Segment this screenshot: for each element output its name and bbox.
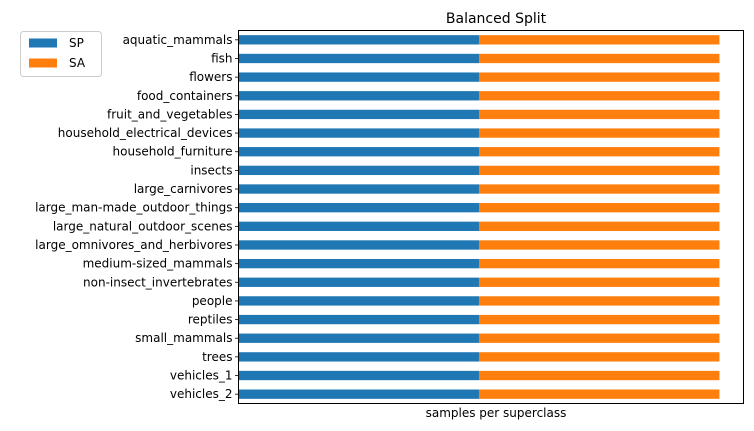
bar-segment-sa-fish xyxy=(478,53,720,64)
y-tick-label: reptiles xyxy=(188,313,233,327)
bar-segment-sp-household_electrical_devices xyxy=(238,128,479,138)
bar-segment-sa-medium-sized_mammals xyxy=(478,258,720,269)
chart-title: Balanced Split xyxy=(446,11,547,27)
y-tick-label: large_man-made_outdoor_things xyxy=(35,201,232,215)
plot-frame xyxy=(238,30,744,404)
y-tick-label: non-insect_invertebrates xyxy=(83,275,232,289)
y-tick-label: large_omnivores_and_herbivores xyxy=(35,238,232,252)
bar-segment-sp-large_man-made_outdoor_things xyxy=(238,203,479,213)
bar-segment-sa-large_carnivores xyxy=(478,184,720,194)
y-tick-label: household_furniture xyxy=(113,145,233,159)
bar-segment-sp-reptiles xyxy=(238,314,479,325)
bar-segment-sa-vehicles_2 xyxy=(478,389,720,399)
bar-segment-sa-insects xyxy=(478,165,720,176)
bar-segment-sa-small_mammals xyxy=(478,333,720,343)
bar-segment-sp-large_natural_outdoor_scenes xyxy=(238,221,479,231)
bar-segment-sp-fruit_and_vegetables xyxy=(238,109,479,120)
y-tick-label: small_mammals xyxy=(135,331,232,345)
bar-segment-sa-food_containers xyxy=(478,91,720,101)
y-tick-label: large_natural_outdoor_scenes xyxy=(53,219,233,233)
y-tick-label: food_containers xyxy=(137,89,233,103)
bar-segment-sp-medium-sized_mammals xyxy=(238,258,479,269)
y-tick-label: people xyxy=(192,294,233,308)
bar-segment-sa-non-insect_invertebrates xyxy=(478,277,720,287)
bar-segment-sa-large_omnivores_and_herbivores xyxy=(478,240,720,250)
y-tick-label: medium-sized_mammals xyxy=(83,257,233,271)
bar-segment-sa-fruit_and_vegetables xyxy=(478,109,720,120)
y-tick-label: fish xyxy=(211,51,232,65)
bar-segment-sp-fish xyxy=(238,53,479,64)
bar-segment-sp-flowers xyxy=(238,72,479,82)
bar-segment-sp-people xyxy=(238,296,479,306)
bar-segment-sp-food_containers xyxy=(238,91,479,101)
legend-swatch-sp xyxy=(29,38,57,48)
bar-segment-sa-reptiles xyxy=(478,314,720,325)
bar-segment-sa-household_furniture xyxy=(478,147,720,157)
bar-segment-sa-household_electrical_devices xyxy=(478,128,720,138)
legend: SP SA xyxy=(20,31,102,77)
bar-segment-sa-trees xyxy=(478,352,720,362)
bar-segment-sa-flowers xyxy=(478,72,720,82)
y-tick-label: flowers xyxy=(189,70,232,84)
bar-segment-sp-large_carnivores xyxy=(238,184,479,194)
bar-segment-sa-vehicles_1 xyxy=(478,370,720,381)
legend-label-sp: SP xyxy=(69,36,84,50)
y-tick-label: aquatic_mammals xyxy=(123,33,233,47)
bar-segment-sp-small_mammals xyxy=(238,333,479,343)
bar-segment-sp-household_furniture xyxy=(238,147,479,157)
legend-label-sa: SA xyxy=(69,56,86,70)
legend-box xyxy=(20,31,102,77)
bar-segment-sa-people xyxy=(478,296,720,306)
bar-segment-sp-vehicles_2 xyxy=(238,389,479,399)
bar-segment-sp-trees xyxy=(238,352,479,362)
bar-segment-sp-insects xyxy=(238,165,479,176)
y-tick-label: vehicles_2 xyxy=(170,387,233,401)
bar-segment-sp-non-insect_invertebrates xyxy=(238,277,479,287)
bar-segment-sp-vehicles_1 xyxy=(238,370,479,381)
y-tick-label: trees xyxy=(202,350,232,364)
bar-segment-sa-large_man-made_outdoor_things xyxy=(478,203,720,213)
bars-group xyxy=(238,35,720,399)
legend-swatch-sa xyxy=(29,58,57,68)
y-tick-label: insects xyxy=(190,163,232,177)
y-tick-label: fruit_and_vegetables xyxy=(107,107,233,121)
bar-segment-sa-aquatic_mammals xyxy=(478,35,720,45)
bar-segment-sp-aquatic_mammals xyxy=(238,35,479,45)
bar-segment-sa-large_natural_outdoor_scenes xyxy=(478,221,720,231)
bar-segment-sp-large_omnivores_and_herbivores xyxy=(238,240,479,250)
y-tick-label: vehicles_1 xyxy=(170,369,233,383)
x-axis-label: samples per superclass xyxy=(426,406,567,420)
y-tick-label: household_electrical_devices xyxy=(58,126,233,140)
y-tick-label: large_carnivores xyxy=(134,182,233,196)
